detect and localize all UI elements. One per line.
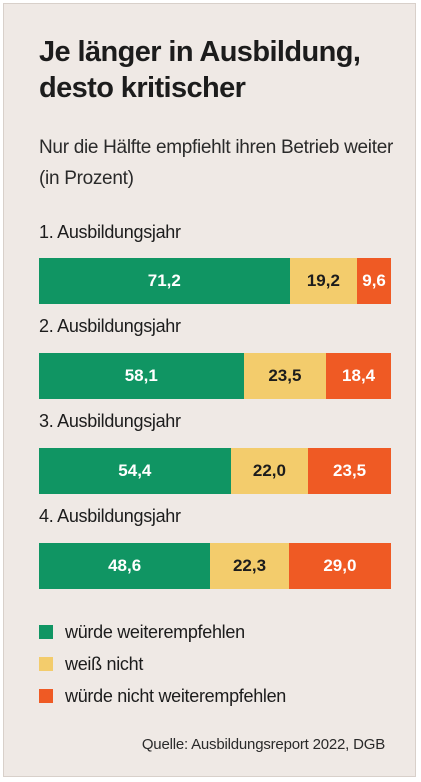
stacked-bar: 48,6 22,3 29,0 xyxy=(39,543,391,589)
bar-segment-yellow: 23,5 xyxy=(243,353,327,399)
legend: würde weiterempfehlen weiß nicht würde nic… xyxy=(39,616,286,712)
legend-item: würde nicht weiterempfehlen xyxy=(39,680,286,712)
legend-swatch xyxy=(39,625,53,639)
data-label: 29,0 xyxy=(323,556,357,575)
legend-swatch xyxy=(39,657,53,671)
bar-segment-orange: 23,5 xyxy=(308,448,391,494)
bar-segment-orange: 9,6 xyxy=(357,258,391,304)
data-label: 22,3 xyxy=(232,556,267,575)
legend-label: weiß nicht xyxy=(65,653,144,674)
bar-segment-orange: 18,4 xyxy=(326,353,391,399)
bar-segment-orange: 29,0 xyxy=(288,543,391,589)
category-label: 1. Ausbildungsjahr xyxy=(39,222,181,242)
data-label: 22,0 xyxy=(252,461,286,480)
source-note: Quelle: Ausbildungsreport 2022, DGB xyxy=(141,736,385,753)
bar-segment-green: 54,4 xyxy=(39,448,231,494)
legend-label: würde nicht weiterempfehlen xyxy=(65,685,287,706)
bar-segment-yellow: 22,0 xyxy=(230,448,309,494)
data-label: 18,4 xyxy=(342,366,376,385)
data-label: 23,5 xyxy=(268,366,302,385)
chart-card: Je länger in Ausbildung, desto kritische… xyxy=(3,3,416,777)
bar-segment-yellow: 22,3 xyxy=(210,543,289,589)
data-label: 58,1 xyxy=(124,366,158,385)
legend-swatch xyxy=(39,689,53,703)
data-label: 9,6 xyxy=(362,271,386,290)
legend-label: würde weiterempfehlen xyxy=(65,621,245,642)
data-label: 19,2 xyxy=(306,271,340,290)
data-label: 71,2 xyxy=(147,271,181,290)
bar-segment-green: 58,1 xyxy=(39,353,244,399)
bar-segment-yellow: 19,2 xyxy=(289,258,358,304)
category-label: 4. Ausbildungsjahr xyxy=(39,506,181,526)
legend-item: weiß nicht xyxy=(39,648,286,680)
data-label: 48,6 xyxy=(108,556,142,575)
category-label: 2. Ausbildungsjahr xyxy=(39,316,181,336)
data-label: 23,5 xyxy=(333,461,367,480)
stacked-bar: 54,4 22,0 23,5 xyxy=(39,448,391,494)
data-label: 54,4 xyxy=(118,461,152,480)
chart-title: Je länger in Ausbildung, desto kritische… xyxy=(39,36,361,104)
legend-item: würde weiterempfehlen xyxy=(39,616,286,648)
bar-segment-green: 48,6 xyxy=(39,543,211,589)
chart-subtitle: Nur die Hälfte empfiehlt ihren Betrieb w… xyxy=(39,137,394,189)
category-label: 3. Ausbildungsjahr xyxy=(39,411,181,431)
stacked-bar: 71,2 19,2 9,6 xyxy=(39,258,391,304)
bar-segment-green: 71,2 xyxy=(39,258,290,304)
stacked-bar: 58,1 23,5 18,4 xyxy=(39,353,391,399)
